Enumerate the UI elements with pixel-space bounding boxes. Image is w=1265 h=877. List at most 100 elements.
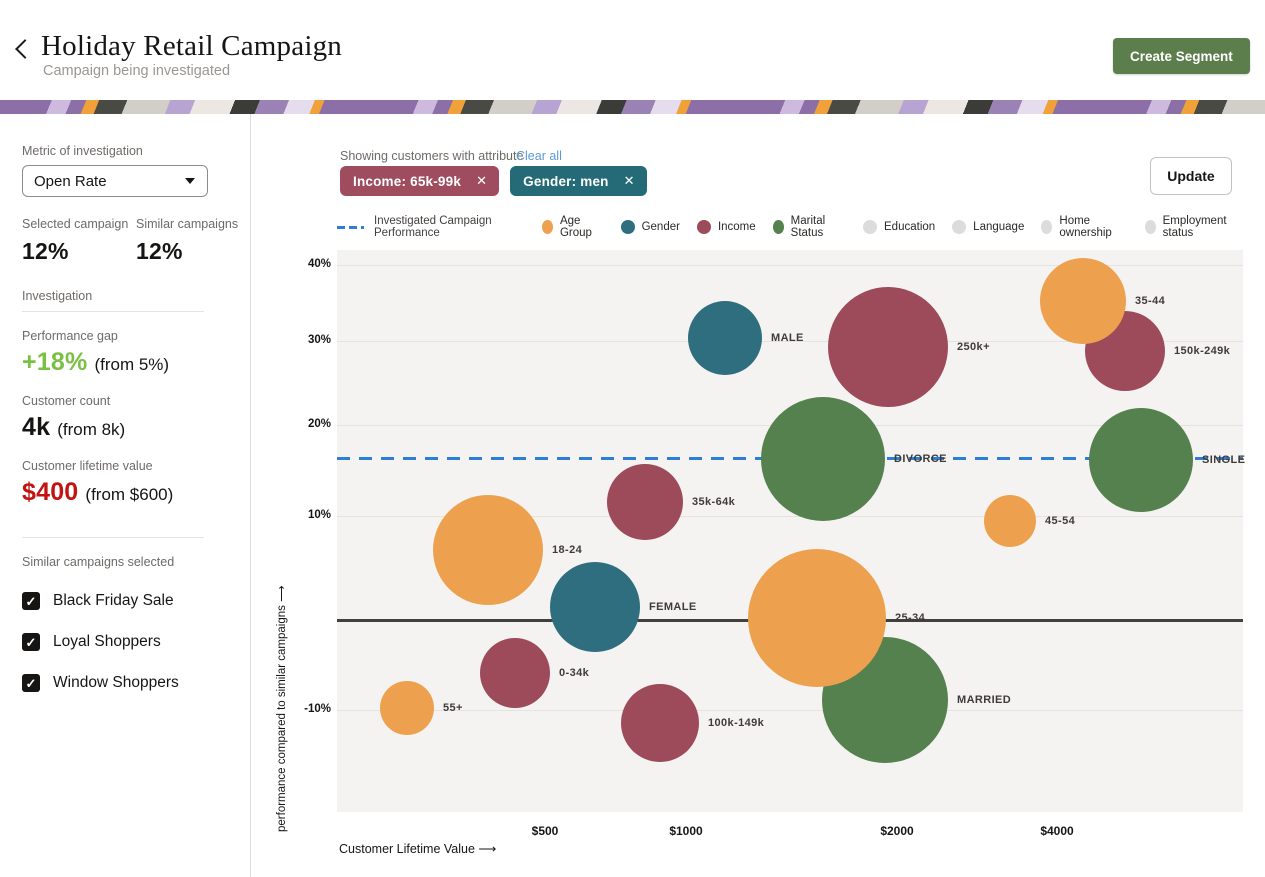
sidebar: Metric of investigation Open Rate Select… bbox=[0, 114, 251, 877]
legend-items: Age Group Gender Income Marital Status Educa… bbox=[542, 215, 1240, 239]
bubble-label: MARRIED bbox=[957, 694, 1012, 706]
chip-close-icon[interactable]: ✕ bbox=[623, 173, 635, 188]
legend-item[interactable]: Employment status bbox=[1144, 215, 1240, 239]
stat-value: $400 bbox=[22, 478, 79, 506]
bubble[interactable] bbox=[984, 495, 1036, 547]
bubble[interactable] bbox=[748, 549, 886, 687]
x-axis-tick-label: $4000 bbox=[1040, 824, 1074, 838]
bubble[interactable] bbox=[621, 684, 699, 762]
chart-legend: Investigated Campaign Performance Age Gr… bbox=[337, 215, 1240, 239]
legend-item-label: Gender bbox=[641, 221, 680, 233]
legend-item-label: Home ownership bbox=[1059, 215, 1112, 239]
stat-from-value: (from $600) bbox=[85, 485, 174, 504]
stat-label: Performance gap bbox=[22, 329, 118, 343]
create-segment-button[interactable]: Create Segment bbox=[1113, 38, 1250, 74]
stat-block: Customer count 4k (from 8k) bbox=[22, 394, 250, 442]
investigation-stats: Performance gap +18% (from 5%) Customer cou… bbox=[22, 329, 250, 507]
legend-dot-icon bbox=[772, 220, 784, 234]
stat-value: 4k bbox=[22, 413, 51, 441]
legend-item[interactable]: Income bbox=[696, 220, 756, 234]
legend-item[interactable]: Gender bbox=[620, 220, 680, 234]
stat-from-value: (from 5%) bbox=[94, 355, 170, 374]
y-gridline bbox=[337, 341, 1243, 342]
campaign-checkbox-row[interactable]: ✓ Loyal Shoppers bbox=[22, 633, 250, 651]
legend-item[interactable]: Home ownership bbox=[1041, 215, 1127, 239]
legend-dot-icon bbox=[620, 220, 635, 234]
legend-item[interactable]: Education bbox=[863, 220, 935, 234]
y-axis-tick-label: 30% bbox=[307, 334, 331, 346]
y-gridline bbox=[337, 516, 1243, 517]
y-axis-tick-label: 40% bbox=[307, 258, 331, 270]
campaign-checkbox-list: ✓ Black Friday Sale ✓ Loyal Shoppers ✓ Window… bbox=[22, 592, 250, 692]
stat-block: Performance gap +18% (from 5%) bbox=[22, 329, 250, 377]
header: Holiday Retail Campaign Campaign being i… bbox=[0, 0, 1265, 100]
legend-dot-icon bbox=[542, 220, 553, 234]
bubble-label: 100k-149k bbox=[708, 717, 765, 729]
legend-dot-icon bbox=[1144, 220, 1156, 234]
checkbox-checked-icon[interactable]: ✓ bbox=[22, 592, 40, 610]
chip-close-icon[interactable]: ✕ bbox=[476, 173, 488, 188]
bubble-label: 25-34 bbox=[895, 612, 926, 624]
filter-chip[interactable]: Income: 65k-99k ✕ bbox=[340, 166, 500, 196]
stat-value-row: $400 (from $600) bbox=[22, 478, 250, 507]
metric-select[interactable]: Open Rate bbox=[22, 165, 208, 197]
stat-value: +18% bbox=[22, 348, 88, 376]
bubble-label: 0-34k bbox=[559, 667, 590, 679]
update-button[interactable]: Update bbox=[1150, 157, 1232, 195]
bubble[interactable] bbox=[761, 397, 885, 521]
dashed-line-icon bbox=[337, 225, 364, 229]
legend-item[interactable]: Age Group bbox=[542, 215, 604, 239]
bubble[interactable] bbox=[550, 562, 640, 652]
legend-item-label: Marital Status bbox=[790, 215, 826, 239]
campaign-checkbox-label: Loyal Shoppers bbox=[53, 633, 161, 650]
filter-chip[interactable]: Gender: men ✕ bbox=[510, 166, 647, 196]
filter-chip-label: Gender: men bbox=[523, 173, 609, 189]
bubble-label: 45-54 bbox=[1045, 515, 1076, 527]
investigation-section-label: Investigation bbox=[22, 289, 93, 303]
stat-block: Customer lifetime value $400 (from $600) bbox=[22, 459, 250, 507]
y-axis-tick-label: 10% bbox=[307, 509, 331, 521]
legend-dot-icon bbox=[863, 220, 878, 234]
bubble[interactable] bbox=[480, 638, 550, 708]
bubble[interactable] bbox=[607, 464, 683, 540]
page-subtitle: Campaign being investigated bbox=[43, 63, 231, 79]
divider bbox=[22, 537, 204, 538]
legend-item-label: Age Group bbox=[559, 215, 592, 239]
bubble[interactable] bbox=[380, 681, 434, 735]
legend-item-label: Income bbox=[717, 221, 756, 233]
bubble[interactable] bbox=[828, 287, 948, 407]
similar-campaigns-value: 12% bbox=[136, 238, 183, 264]
divider bbox=[22, 311, 204, 312]
stat-from-value: (from 8k) bbox=[57, 420, 126, 439]
bubble-label: 250k+ bbox=[957, 341, 990, 353]
bubble[interactable] bbox=[1040, 258, 1126, 344]
y-axis-tick-label: 20% bbox=[307, 418, 331, 430]
stat-label: Customer lifetime value bbox=[22, 459, 153, 473]
y-axis-tick-label: -10% bbox=[304, 703, 331, 715]
legend-item[interactable]: Language bbox=[952, 220, 1024, 234]
bubble-label: SINGLE bbox=[1202, 454, 1246, 466]
x-axis-tick-label: $2000 bbox=[880, 824, 914, 838]
similar-campaigns-label: Similar campaigns bbox=[136, 217, 239, 231]
selected-campaign-value: 12% bbox=[22, 238, 69, 264]
clear-all-link[interactable]: Clear all bbox=[516, 149, 562, 163]
bubble[interactable] bbox=[433, 495, 543, 605]
campaign-checkbox-label: Window Shoppers bbox=[53, 674, 179, 691]
bubble[interactable] bbox=[1089, 408, 1193, 512]
campaign-checkbox-row[interactable]: ✓ Black Friday Sale bbox=[22, 592, 250, 610]
campaign-checkbox-row[interactable]: ✓ Window Shoppers bbox=[22, 674, 250, 692]
back-icon[interactable] bbox=[15, 39, 35, 59]
selected-campaign-label: Selected campaign bbox=[22, 217, 129, 231]
stat-value-row: +18% (from 5%) bbox=[22, 348, 250, 377]
legend-item[interactable]: Marital Status bbox=[772, 215, 846, 239]
page-title: Holiday Retail Campaign bbox=[41, 30, 342, 62]
x-axis-tick-label: $1000 bbox=[669, 824, 703, 838]
bubble-label: 35k-64k bbox=[692, 496, 736, 508]
checkbox-checked-icon[interactable]: ✓ bbox=[22, 674, 40, 692]
checkbox-checked-icon[interactable]: ✓ bbox=[22, 633, 40, 651]
bubble[interactable] bbox=[688, 301, 762, 375]
bubble-label: 18-24 bbox=[552, 544, 583, 556]
metric-select-value: Open Rate bbox=[34, 172, 107, 190]
filter-chip-label: Income: 65k-99k bbox=[353, 173, 462, 189]
stat-value-row: 4k (from 8k) bbox=[22, 413, 250, 442]
